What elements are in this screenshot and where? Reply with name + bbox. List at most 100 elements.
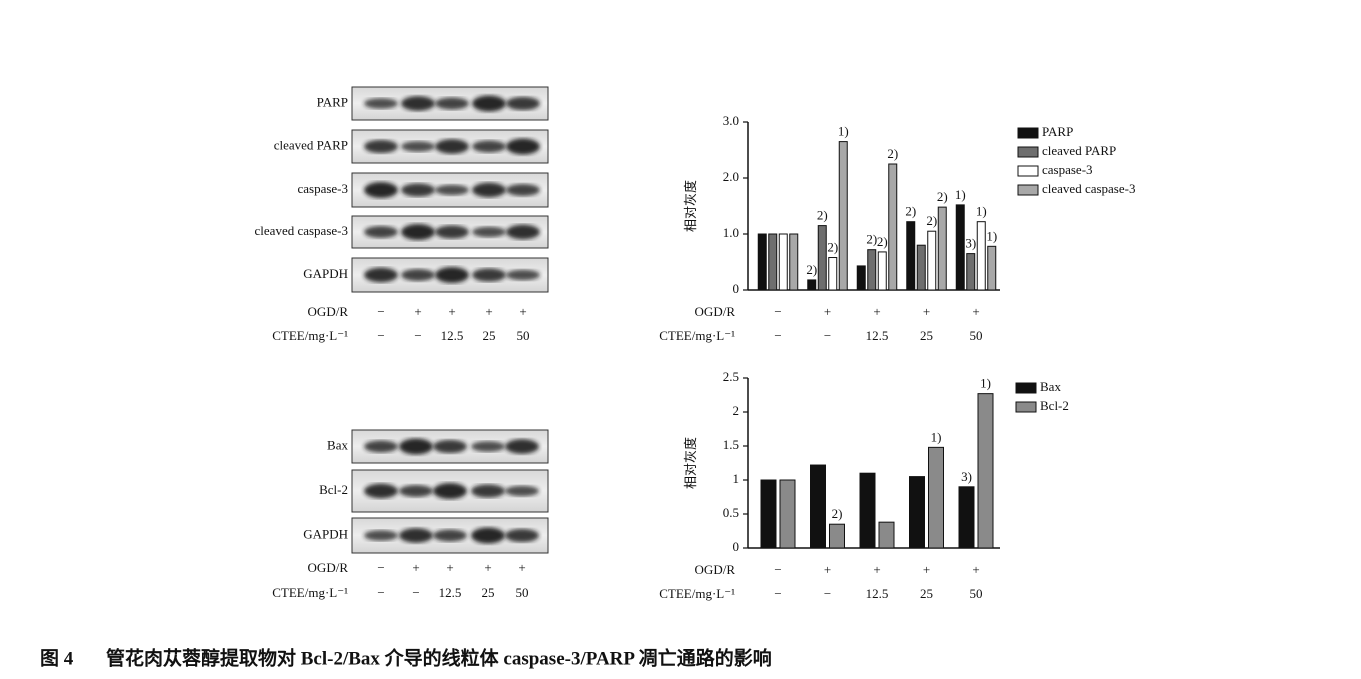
- bar: [768, 233, 778, 291]
- bar-note: 2): [866, 232, 877, 247]
- blot-band: [364, 98, 398, 109]
- legend-label: cleaved caspase-3: [1042, 181, 1135, 196]
- blot-band: [433, 483, 467, 499]
- category-label: +: [873, 562, 880, 577]
- blot-band: [472, 182, 506, 198]
- legend-label: Bcl-2: [1040, 398, 1069, 413]
- row-value: +: [412, 560, 419, 575]
- bar: [977, 393, 994, 549]
- row-value: +: [414, 304, 421, 319]
- y-tick-label: 2: [733, 403, 740, 418]
- bar: [928, 446, 944, 549]
- bar: [810, 464, 826, 549]
- legend-swatch: [1015, 401, 1037, 413]
- category-row-label: OGD/R: [695, 304, 736, 319]
- blot-band: [399, 438, 433, 455]
- category-label: +: [824, 562, 831, 577]
- band-label: cleaved caspase-3: [255, 223, 348, 238]
- category-label: +: [824, 304, 831, 319]
- legend-label: PARP: [1042, 124, 1073, 139]
- bar: [838, 141, 848, 291]
- bar: [987, 245, 997, 291]
- row-label: OGD/R: [308, 304, 349, 319]
- blot-band: [435, 267, 469, 283]
- category-label: −: [774, 562, 781, 577]
- bar: [916, 244, 926, 291]
- y-tick-label: 2.5: [723, 369, 739, 384]
- category-label: 12.5: [866, 328, 889, 343]
- category-label: −: [824, 328, 831, 343]
- bar-note: 1): [955, 187, 966, 202]
- category-label: −: [774, 304, 781, 319]
- bar-note: 1): [976, 204, 987, 219]
- bar: [958, 486, 975, 549]
- y-tick-label: 0.5: [723, 505, 739, 520]
- blot-band: [364, 267, 398, 283]
- category-label: 50: [970, 328, 983, 343]
- legend-swatch: [1017, 165, 1039, 177]
- blot-band: [505, 528, 539, 543]
- band-label: GAPDH: [303, 266, 348, 281]
- band-label: PARP: [317, 94, 348, 109]
- blot-band: [401, 224, 435, 240]
- bar-note: 2): [937, 189, 948, 204]
- row-value: 50: [516, 585, 529, 600]
- y-tick-label: 2.0: [723, 169, 739, 184]
- legend-swatch: [1015, 382, 1037, 394]
- blot-band: [364, 226, 398, 238]
- category-label: 12.5: [866, 586, 889, 601]
- bar: [779, 479, 796, 549]
- bar-note: 3): [961, 469, 972, 484]
- bar: [828, 257, 838, 291]
- bar: [778, 233, 788, 291]
- blot-band: [506, 96, 540, 111]
- legend-label: cleaved PARP: [1042, 143, 1116, 158]
- category-row-label: OGD/R: [695, 562, 736, 577]
- bar: [955, 204, 965, 291]
- blot-band: [506, 224, 540, 240]
- bar: [757, 233, 767, 291]
- blot-band: [505, 485, 539, 497]
- bar: [976, 221, 986, 291]
- row-value: −: [412, 585, 419, 600]
- blot-band: [364, 440, 398, 453]
- bar: [817, 225, 827, 291]
- y-tick-label: 1.0: [723, 225, 739, 240]
- blot-band: [506, 184, 540, 196]
- row-value: +: [485, 304, 492, 319]
- bar: [867, 249, 877, 291]
- y-axis-label: 相对灰度: [683, 437, 698, 489]
- category-label: −: [774, 328, 781, 343]
- row-value: 12.5: [441, 328, 464, 343]
- blot-band: [364, 483, 398, 499]
- legend-swatch: [1017, 184, 1039, 196]
- bar: [829, 523, 845, 549]
- blot-band: [401, 141, 435, 152]
- blot-band: [364, 530, 398, 541]
- band-label: Bax: [327, 437, 348, 452]
- bar-note: 2): [887, 146, 898, 161]
- bar: [906, 221, 916, 291]
- category-label: −: [774, 586, 781, 601]
- band-label: Bcl-2: [319, 482, 348, 497]
- category-label: +: [972, 562, 979, 577]
- bar: [856, 265, 866, 291]
- blot-band: [471, 441, 505, 452]
- blot-band: [472, 140, 506, 153]
- row-value: 12.5: [439, 585, 462, 600]
- blot-band: [435, 225, 469, 239]
- row-value: +: [446, 560, 453, 575]
- bar: [760, 479, 777, 549]
- row-value: −: [377, 585, 384, 600]
- blot-band: [433, 529, 467, 542]
- category-label: −: [824, 586, 831, 601]
- y-tick-label: 0: [733, 539, 740, 554]
- bar: [878, 521, 895, 549]
- row-value: +: [519, 304, 526, 319]
- band-label: GAPDH: [303, 526, 348, 541]
- category-label: +: [923, 562, 930, 577]
- blot-band: [399, 528, 433, 543]
- bar-note: 2): [817, 208, 828, 223]
- category-row-label: CTEE/mg·L⁻¹: [659, 328, 735, 343]
